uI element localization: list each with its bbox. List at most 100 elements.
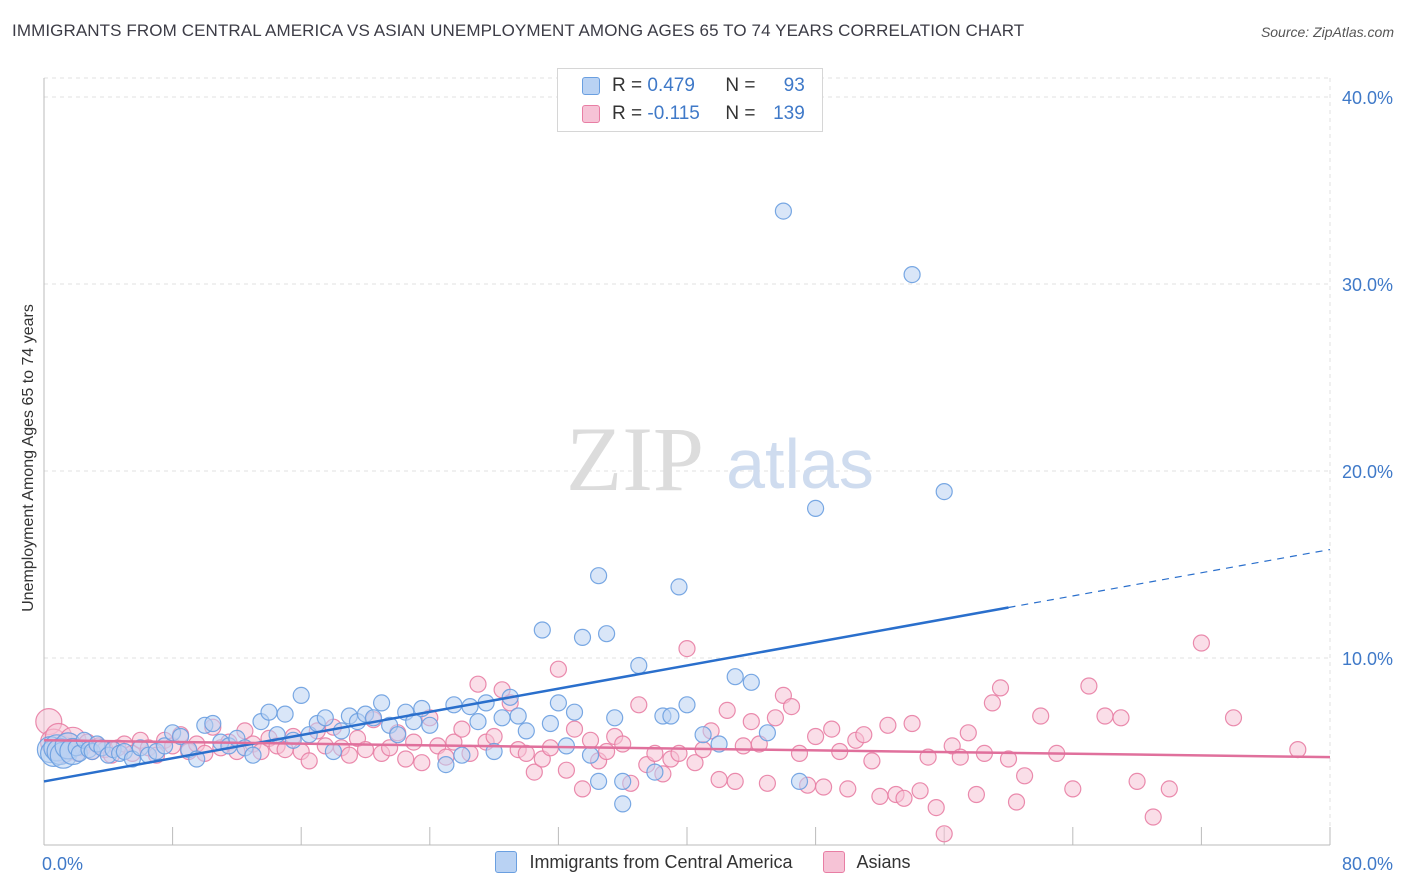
point-blue	[533, 621, 551, 639]
point-pink	[469, 675, 487, 693]
point-pink	[1007, 793, 1026, 811]
trend-line-blue-extension	[1008, 548, 1331, 609]
point-blue	[678, 696, 696, 714]
point-blue	[742, 673, 760, 691]
legend-r-label: R =	[612, 103, 643, 124]
point-blue	[935, 483, 953, 501]
point-blue	[316, 709, 334, 727]
point-blue	[589, 772, 608, 791]
y-axis-label: Unemployment Among Ages 65 to 74 years	[20, 304, 37, 612]
point-pink	[895, 789, 913, 807]
point-pink	[678, 639, 696, 658]
point-blue	[573, 628, 592, 647]
point-pink	[1224, 709, 1243, 727]
point-pink	[557, 761, 576, 779]
legend-r-value-blue: 0.479	[647, 75, 695, 96]
point-blue	[614, 772, 632, 791]
chart-title: IMMIGRANTS FROM CENTRAL AMERICA VS ASIAN…	[12, 21, 1025, 40]
point-blue	[172, 727, 190, 746]
point-pink	[871, 787, 889, 806]
point-blue	[646, 763, 664, 781]
tick-labels: 10.0% 20.0% 30.0% 40.0% 0.0% 80.0%	[42, 88, 1393, 874]
series-swatch-pink	[822, 851, 845, 873]
point-pink	[999, 750, 1018, 768]
point-pink	[1064, 780, 1082, 798]
point-blue	[694, 726, 712, 744]
y-tick-label: 30.0%	[1342, 275, 1393, 295]
point-pink	[863, 752, 881, 770]
point-pink	[734, 737, 752, 755]
point-pink	[397, 750, 415, 768]
point-pink	[525, 763, 543, 781]
point-pink	[967, 785, 986, 804]
legend-r-value-pink: -0.115	[647, 103, 700, 124]
point-blue	[437, 755, 455, 774]
point-pink	[766, 709, 785, 727]
point-blue	[726, 668, 744, 686]
point-pink	[630, 696, 648, 714]
point-blue	[204, 714, 222, 733]
point-pink	[1160, 780, 1178, 798]
point-pink	[935, 825, 953, 843]
point-blue	[758, 724, 777, 742]
y-tick-label: 20.0%	[1342, 462, 1393, 482]
point-blue	[485, 742, 503, 761]
legend-n-label: N =	[725, 103, 756, 124]
point-blue	[260, 703, 278, 721]
point-blue	[606, 709, 624, 727]
legend-n-label: N =	[725, 75, 756, 96]
point-pink	[814, 778, 833, 796]
point-pink	[1128, 772, 1146, 791]
point-blue	[373, 694, 391, 712]
point-pink	[485, 727, 503, 746]
point-pink	[573, 780, 592, 798]
point-blue	[421, 716, 439, 734]
y-tick-label: 10.0%	[1342, 649, 1393, 669]
series-legend-label: Asians	[856, 851, 911, 872]
legend-row-blue: R = 0.479 N = 93	[582, 74, 805, 98]
point-pink	[1015, 767, 1034, 785]
point-blue	[549, 694, 568, 712]
series-legend: Immigrants from Central America Asians	[0, 851, 1406, 873]
point-pink	[839, 780, 857, 798]
point-pink	[1144, 808, 1162, 826]
point-pink	[823, 720, 841, 738]
point-blue	[774, 202, 793, 220]
point-pink	[300, 752, 318, 770]
point-pink	[581, 731, 600, 749]
point-blue	[790, 772, 809, 791]
correlation-legend: R = 0.479 N = 93 R = -0.115 N = 139	[557, 68, 823, 132]
point-blue	[903, 266, 921, 284]
trend-line-pink	[43, 739, 1331, 759]
point-pink	[565, 720, 584, 738]
point-pink	[718, 701, 736, 720]
point-pink	[710, 770, 728, 789]
point-blue	[614, 795, 632, 813]
watermark-atlas: atlas	[726, 425, 874, 503]
x-tick-label-min: 0.0%	[42, 854, 83, 874]
point-blue	[324, 742, 342, 761]
point-pink	[991, 679, 1010, 697]
point-pink	[340, 746, 358, 764]
point-pink	[405, 733, 423, 751]
watermark-zip: ZIP	[566, 408, 704, 510]
legend-row-pink: R = -0.115 N = 139	[582, 102, 805, 126]
point-pink	[855, 726, 873, 744]
point-blue	[806, 499, 825, 517]
point-pink	[1192, 634, 1211, 652]
point-pink	[549, 660, 568, 678]
point-pink	[758, 774, 777, 792]
point-blue	[581, 746, 600, 764]
point-pink	[413, 754, 431, 772]
series-legend-label: Immigrants from Central America	[529, 851, 793, 872]
point-pink	[1080, 677, 1098, 695]
point-blue	[670, 578, 688, 596]
trend-lines	[43, 548, 1331, 783]
point-pink	[453, 720, 471, 738]
point-pink	[742, 712, 760, 731]
point-pink	[782, 697, 801, 716]
point-pink	[903, 714, 921, 733]
series-swatch-blue	[495, 851, 518, 873]
point-blue	[630, 656, 648, 675]
